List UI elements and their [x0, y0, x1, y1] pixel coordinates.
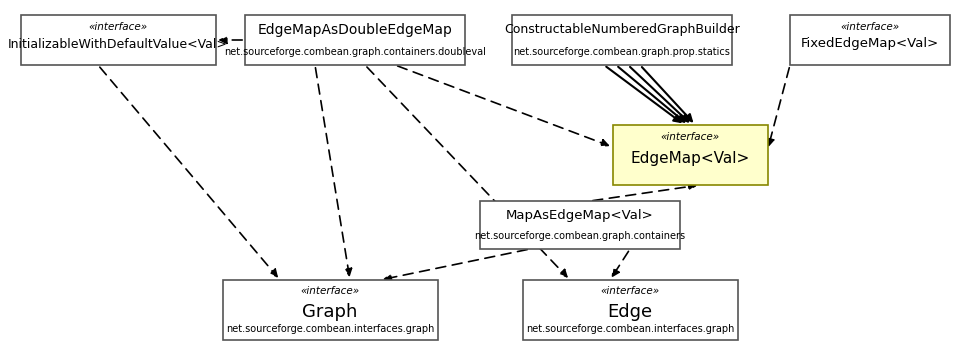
Text: «interface»: «interface» — [660, 132, 719, 142]
Text: «interface»: «interface» — [300, 286, 359, 296]
Text: net.sourceforge.combean.graph.prop.statics: net.sourceforge.combean.graph.prop.stati… — [514, 47, 731, 57]
Bar — [523, 280, 738, 340]
Bar — [223, 280, 438, 340]
Text: FixedEdgeMap<Val>: FixedEdgeMap<Val> — [801, 37, 939, 50]
Text: MapAsEdgeMap<Val>: MapAsEdgeMap<Val> — [506, 209, 653, 222]
Bar — [20, 15, 216, 65]
Text: InitializableWithDefaultValue<Val>: InitializableWithDefaultValue<Val> — [8, 37, 227, 50]
Text: «interface»: «interface» — [840, 22, 899, 32]
Text: Edge: Edge — [608, 303, 652, 321]
Text: EdgeMapAsDoubleEdgeMap: EdgeMapAsDoubleEdgeMap — [257, 23, 452, 37]
Text: net.sourceforge.combean.graph.containers: net.sourceforge.combean.graph.containers — [474, 231, 685, 241]
Bar — [245, 15, 465, 65]
Text: net.sourceforge.combean.interfaces.graph: net.sourceforge.combean.interfaces.graph — [226, 324, 435, 334]
Text: Graph: Graph — [302, 303, 358, 321]
Text: EdgeMap<Val>: EdgeMap<Val> — [630, 152, 749, 166]
Bar — [480, 201, 680, 249]
Bar — [613, 125, 768, 185]
Bar — [790, 15, 950, 65]
Text: «interface»: «interface» — [600, 286, 659, 296]
Text: net.sourceforge.combean.interfaces.graph: net.sourceforge.combean.interfaces.graph — [526, 324, 734, 334]
Text: «interface»: «interface» — [88, 22, 147, 32]
Bar — [512, 15, 732, 65]
Text: net.sourceforge.combean.graph.containers.doubleval: net.sourceforge.combean.graph.containers… — [224, 47, 486, 57]
Text: ConstructableNumberedGraphBuilder: ConstructableNumberedGraphBuilder — [504, 23, 740, 36]
